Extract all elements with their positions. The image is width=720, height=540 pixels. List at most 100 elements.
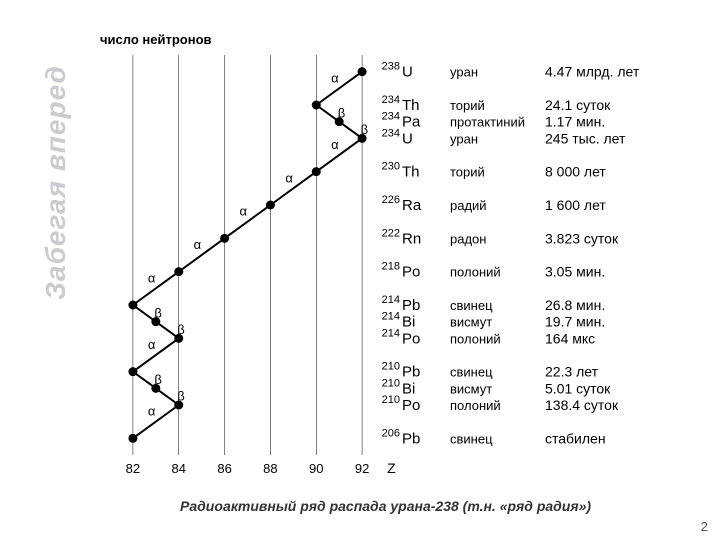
nuclide-name: полоний	[450, 398, 501, 413]
decay-segment	[179, 238, 225, 271]
nuclide-halflife: 1.17 мин.	[545, 114, 605, 130]
nuclide-halflife: 3.823 суток	[545, 230, 619, 246]
x-tick-label: 92	[355, 461, 369, 476]
nuclide-marker	[174, 401, 183, 410]
nuclide-halflife: 164 мкс	[545, 330, 595, 346]
nuclide-symbol: Po	[402, 330, 420, 347]
decay-segment	[270, 172, 316, 205]
nuclide-mass: 234	[382, 94, 400, 106]
nuclide-halflife: 24.1 суток	[545, 97, 611, 113]
nuclide-marker	[358, 67, 367, 76]
nuclide-mass: 222	[382, 227, 400, 239]
nuclide-symbol: Pb	[402, 430, 420, 447]
figure-caption: Радиоактивный ряд распада урана-238 (т.н…	[180, 498, 591, 514]
nuclide-marker	[128, 434, 137, 443]
x-tick-label: 84	[172, 461, 186, 476]
nuclide-mass: 206	[382, 427, 400, 439]
nuclide-halflife: 245 тыс. лет	[545, 130, 626, 146]
x-tick-label: 86	[217, 461, 231, 476]
decay-segment	[133, 272, 179, 305]
nuclide-halflife: 138.4 суток	[545, 397, 619, 413]
nuclide-mass: 214	[382, 311, 400, 323]
nuclide-mass: 226	[382, 194, 400, 206]
decay-type-label: α	[148, 270, 156, 285]
nuclide-name: уран	[450, 131, 478, 146]
nuclide-marker	[358, 134, 367, 143]
nuclide-marker	[151, 317, 160, 326]
nuclide-halflife: 5.01 суток	[545, 380, 611, 396]
nuclide-mass: 218	[382, 261, 400, 273]
nuclide-symbol: Po	[402, 264, 420, 281]
decay-type-label: α	[148, 337, 156, 352]
nuclide-name: полоний	[450, 331, 501, 346]
decay-type-label: α	[240, 204, 248, 219]
nuclide-mass: 238	[382, 61, 400, 73]
decay-segment	[133, 405, 179, 438]
nuclide-name: уран	[450, 65, 478, 80]
nuclide-marker	[335, 117, 344, 126]
decay-type-label: α	[194, 237, 202, 252]
nuclide-name: свинец	[450, 298, 493, 313]
x-axis-label: Z	[387, 460, 396, 476]
nuclide-halflife: 8 000 лет	[545, 164, 606, 180]
nuclide-symbol: Pb	[402, 297, 420, 314]
decay-segment	[316, 72, 362, 105]
nuclide-halflife: стабилен	[545, 430, 606, 446]
nuclide-name: торий	[450, 98, 485, 113]
nuclide-marker	[312, 167, 321, 176]
nuclide-symbol: Po	[402, 397, 420, 414]
nuclide-halflife: 3.05 мин.	[545, 264, 605, 280]
nuclide-symbol: Bi	[402, 314, 415, 331]
nuclide-symbol: Bi	[402, 380, 415, 397]
nuclide-name: свинец	[450, 431, 493, 446]
nuclide-symbol: U	[402, 64, 413, 81]
nuclide-marker	[128, 301, 137, 310]
nuclide-name: свинец	[450, 365, 493, 380]
x-tick-label: 90	[309, 461, 323, 476]
x-tick-label: 88	[263, 461, 277, 476]
nuclide-marker	[174, 334, 183, 343]
nuclide-mass: 230	[382, 161, 400, 173]
nuclide-symbol: Th	[402, 97, 420, 114]
nuclide-marker	[220, 234, 229, 243]
nuclide-mass: 210	[382, 361, 400, 373]
nuclide-name: полоний	[450, 265, 501, 280]
x-tick-label: 82	[126, 461, 140, 476]
decay-chain-chart: 828486889092Zαββαααααββαββα238Uуран4.47 …	[0, 0, 720, 540]
decay-segment	[225, 205, 271, 238]
decay-segment	[316, 138, 362, 171]
nuclide-mass: 214	[382, 294, 400, 306]
nuclide-mass: 210	[382, 394, 400, 406]
nuclide-marker	[174, 267, 183, 276]
decay-segment	[133, 338, 179, 371]
nuclide-mass: 214	[382, 327, 400, 339]
nuclide-name: висмут	[450, 381, 492, 396]
nuclide-marker	[266, 201, 275, 210]
nuclide-symbol: Rn	[402, 230, 421, 247]
nuclide-name: радий	[450, 198, 487, 213]
nuclide-symbol: Pb	[402, 364, 420, 381]
nuclide-mass: 234	[382, 111, 400, 123]
nuclide-symbol: Pa	[402, 114, 421, 131]
decay-type-label: α	[331, 137, 339, 152]
nuclide-halflife: 22.3 лет	[545, 364, 599, 380]
nuclide-marker	[312, 101, 321, 110]
nuclide-name: висмут	[450, 315, 492, 330]
decay-type-label: α	[285, 170, 293, 185]
nuclide-halflife: 4.47 млрд. лет	[545, 64, 640, 80]
nuclide-halflife: 19.7 мин.	[545, 314, 605, 330]
slide-number: 2	[701, 519, 708, 534]
nuclide-symbol: Th	[402, 164, 420, 181]
nuclide-symbol: U	[402, 130, 413, 147]
nuclide-mass: 234	[382, 127, 400, 139]
nuclide-name: протактиний	[450, 115, 525, 130]
decay-type-label: α	[148, 404, 156, 419]
nuclide-name: торий	[450, 165, 485, 180]
nuclide-halflife: 1 600 лет	[545, 197, 606, 213]
nuclide-marker	[128, 367, 137, 376]
nuclide-marker	[151, 384, 160, 393]
nuclide-mass: 210	[382, 377, 400, 389]
nuclide-name: радон	[450, 231, 486, 246]
nuclide-halflife: 26.8 мин.	[545, 297, 605, 313]
decay-type-label: α	[331, 70, 339, 85]
